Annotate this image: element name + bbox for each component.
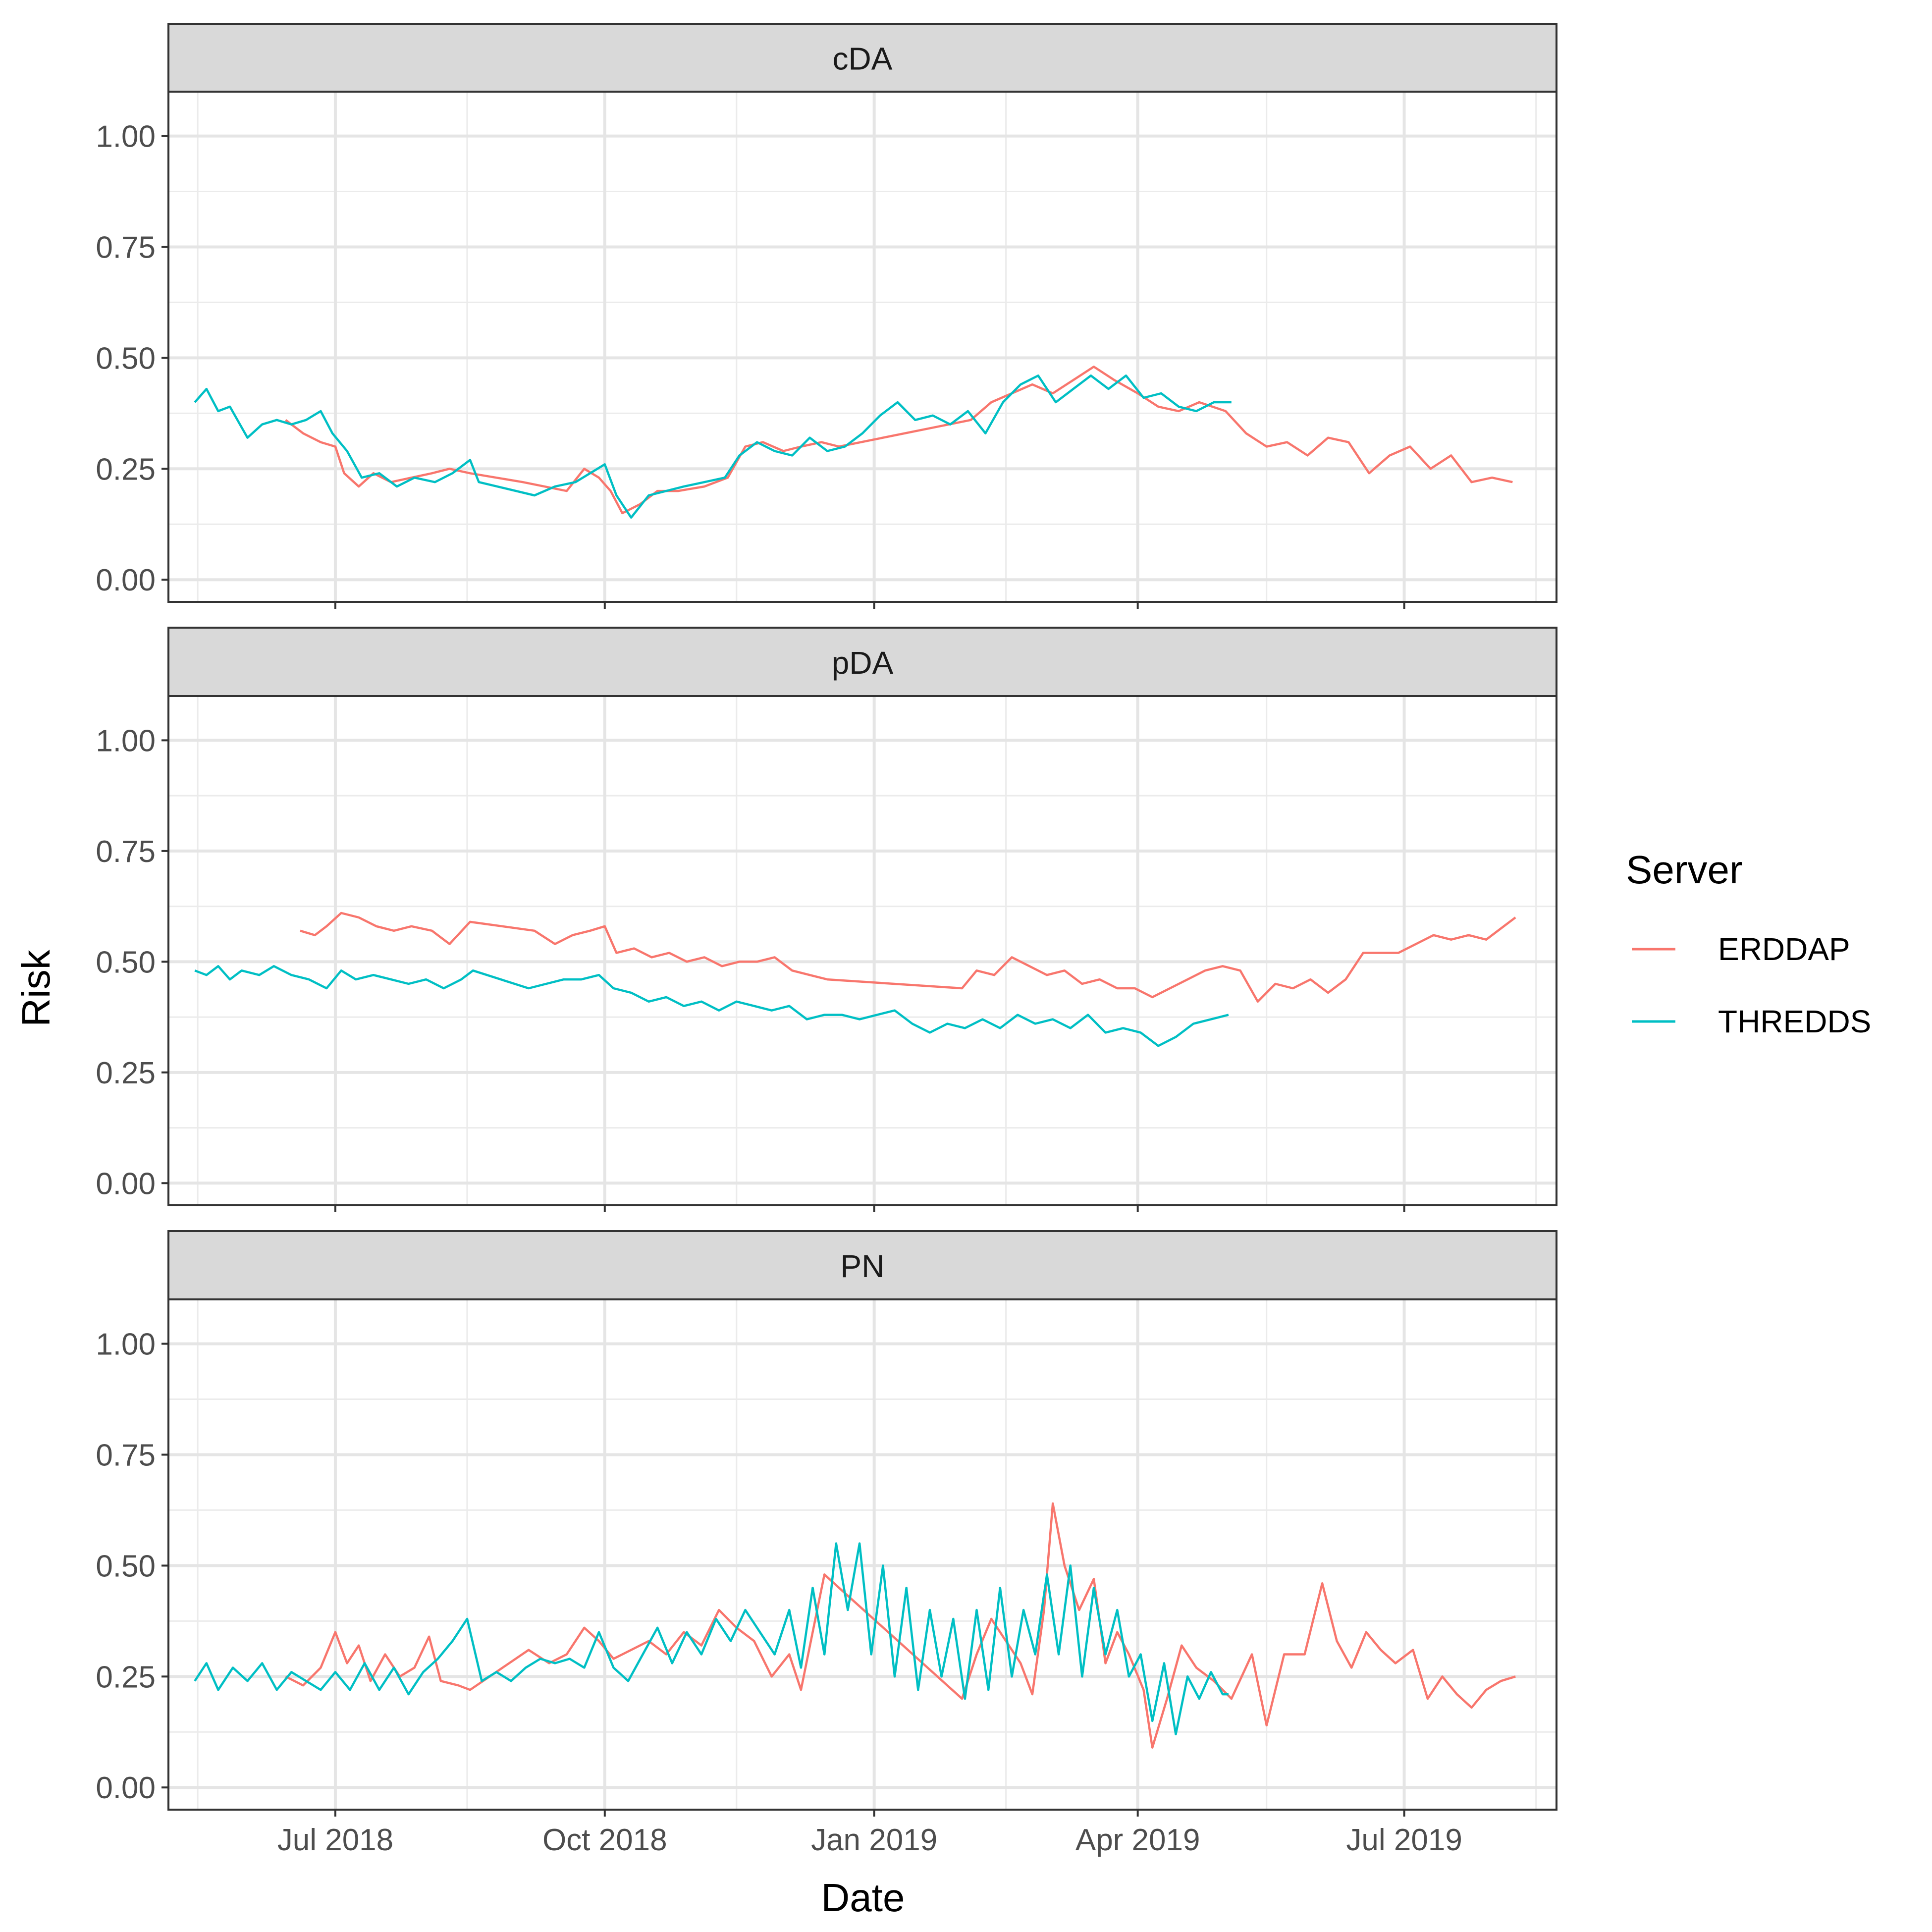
series-line-ERDDAP [285, 366, 1513, 515]
x-tick-label: Jul 2019 [1346, 1823, 1462, 1857]
y-tick-label: 0.50 [96, 945, 156, 979]
panel-PN: PN 0.00 0.25 0.50 0.75 1.00 [96, 1230, 1557, 1817]
y-tick-label: 0.50 [96, 1549, 156, 1583]
y-tick-label: 1.00 [96, 120, 156, 154]
series-line-THREDDS [194, 1542, 1229, 1735]
series-line-ERDDAP [285, 1502, 1516, 1749]
facet-strip-label: cDA [833, 41, 893, 77]
panels: cDA 0.00 0.25 0.50 0.75 1.00 pDA 0.00 0.25 0.50 0.… [96, 23, 1557, 1817]
facet-strip [167, 1230, 1557, 1300]
facet-strip-label: pDA [832, 645, 894, 681]
panel-background [168, 92, 1556, 602]
y-tick-label: 0.00 [96, 1167, 156, 1201]
y-axis-title: Risk [14, 949, 58, 1027]
legend-item-THREDDS: THREDDS [1626, 994, 1871, 1049]
panel-cDA: cDA 0.00 0.25 0.50 0.75 1.00 [96, 23, 1557, 609]
y-tick-label: 0.25 [96, 1056, 156, 1090]
legend-label: THREDDS [1718, 1004, 1871, 1039]
y-tick-label: 0.75 [96, 230, 156, 265]
facet-strip-label: PN [841, 1248, 885, 1284]
facet-strip [167, 627, 1557, 697]
y-tick-label: 0.00 [96, 1771, 156, 1805]
panel-background [168, 1299, 1556, 1810]
x-tick-label: Jul 2018 [277, 1823, 393, 1857]
legend: Server ERDDAP THREDDS [1626, 848, 1871, 1049]
facet-strip [167, 23, 1557, 93]
panel-pDA: pDA 0.00 0.25 0.50 0.75 1.00 [96, 627, 1557, 1212]
y-tick-label: 0.25 [96, 452, 156, 486]
x-tick-label: Apr 2019 [1075, 1823, 1200, 1857]
y-tick-label: 1.00 [96, 724, 156, 758]
y-tick-label: 0.50 [96, 341, 156, 376]
x-tick-label: Jan 2019 [811, 1823, 937, 1857]
legend-label: ERDDAP [1718, 931, 1850, 967]
y-tick-label: 0.75 [96, 835, 156, 869]
y-tick-label: 0.00 [96, 563, 156, 597]
panel-background [168, 696, 1556, 1205]
x-tick-label: Oct 2018 [542, 1823, 667, 1857]
y-tick-label: 0.75 [96, 1438, 156, 1472]
y-tick-label: 0.25 [96, 1660, 156, 1694]
x-axis-title: Date [821, 1876, 905, 1920]
legend-title: Server [1626, 848, 1743, 892]
series-line-THREDDS [194, 374, 1232, 519]
series-line-THREDDS [194, 965, 1229, 1047]
y-tick-label: 1.00 [96, 1328, 156, 1362]
series-line-ERDDAP [300, 912, 1516, 1003]
legend-item-ERDDAP: ERDDAP [1626, 921, 1850, 977]
x-axis: Jul 2018 Oct 2018 Jan 2019 Apr 2019 Jul 2019 [277, 1823, 1462, 1857]
